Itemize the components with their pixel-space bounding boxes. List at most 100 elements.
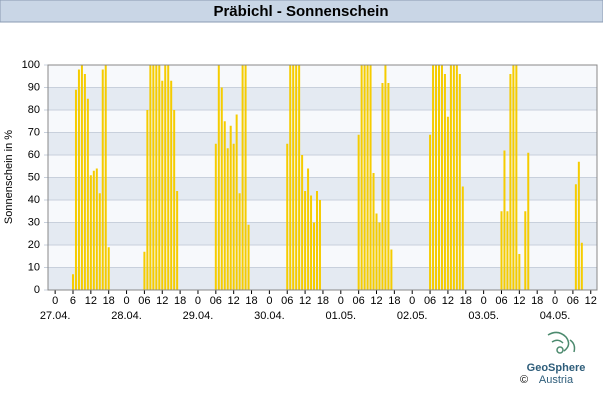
bar bbox=[232, 143, 235, 290]
bar bbox=[86, 98, 89, 290]
x-tick-label: 0 bbox=[123, 295, 129, 307]
bar bbox=[80, 65, 83, 290]
x-tick-label: 12 bbox=[442, 295, 454, 307]
day-label: 03.05. bbox=[468, 310, 499, 322]
x-tick-label: 12 bbox=[370, 295, 382, 307]
y-tick-label: 20 bbox=[28, 239, 40, 251]
y-tick-label: 60 bbox=[28, 149, 40, 161]
bar bbox=[515, 65, 518, 290]
x-tick-label: 0 bbox=[552, 295, 558, 307]
bar bbox=[173, 110, 176, 290]
day-label: 27.04. bbox=[40, 310, 71, 322]
bar bbox=[437, 65, 440, 290]
bar bbox=[229, 125, 232, 290]
x-tick-label: 6 bbox=[70, 295, 76, 307]
bar bbox=[217, 65, 220, 290]
bar bbox=[506, 211, 509, 290]
bar bbox=[298, 65, 301, 290]
bar bbox=[77, 69, 80, 290]
bar bbox=[455, 65, 458, 290]
grid-band bbox=[48, 110, 597, 133]
x-tick-label: 18 bbox=[103, 295, 115, 307]
bar bbox=[104, 65, 107, 290]
bar bbox=[363, 65, 366, 290]
bar bbox=[387, 83, 390, 290]
grid-band bbox=[48, 155, 597, 178]
bar bbox=[512, 65, 515, 290]
bar bbox=[167, 65, 170, 290]
bar bbox=[500, 211, 503, 290]
x-tick-label: 06 bbox=[281, 295, 293, 307]
bar bbox=[89, 175, 92, 290]
bar bbox=[318, 200, 321, 290]
bar bbox=[449, 65, 452, 290]
bar bbox=[220, 87, 223, 290]
x-tick-label: 0 bbox=[338, 295, 344, 307]
x-tick-label: 06 bbox=[138, 295, 150, 307]
bar bbox=[161, 80, 164, 290]
logo-sub: Austria bbox=[539, 374, 574, 386]
x-tick-label: 0 bbox=[52, 295, 58, 307]
day-label: 01.05. bbox=[326, 310, 357, 322]
bar bbox=[381, 83, 384, 290]
bar bbox=[524, 211, 527, 290]
bar bbox=[92, 170, 95, 290]
bar bbox=[235, 114, 238, 290]
y-axis-label: Sonnenschein in % bbox=[3, 130, 15, 224]
day-label: 28.04. bbox=[111, 310, 142, 322]
x-tick-label: 06 bbox=[495, 295, 507, 307]
bar bbox=[452, 65, 455, 290]
bar bbox=[238, 193, 241, 290]
bar bbox=[98, 193, 101, 290]
bar bbox=[223, 121, 226, 290]
bar bbox=[580, 242, 583, 290]
y-tick-label: 90 bbox=[28, 81, 40, 93]
x-tick-label: 18 bbox=[531, 295, 543, 307]
bar bbox=[152, 65, 155, 290]
grid-band bbox=[48, 245, 597, 268]
bar bbox=[372, 173, 375, 290]
x-tick-label: 06 bbox=[353, 295, 365, 307]
x-tick-label: 0 bbox=[481, 295, 487, 307]
bar bbox=[503, 150, 506, 290]
day-label: 29.04. bbox=[183, 310, 214, 322]
grid-band bbox=[48, 65, 597, 88]
bar bbox=[214, 143, 217, 290]
bar bbox=[95, 168, 98, 290]
bar bbox=[357, 134, 360, 290]
day-label: 30.04. bbox=[254, 310, 285, 322]
bar bbox=[375, 213, 378, 290]
bar bbox=[304, 191, 307, 290]
bar bbox=[390, 249, 393, 290]
grid-band bbox=[48, 132, 597, 155]
bar bbox=[360, 65, 363, 290]
bar bbox=[574, 184, 577, 290]
x-tick-label: 0 bbox=[409, 295, 415, 307]
bar bbox=[301, 155, 304, 290]
bar bbox=[366, 65, 369, 290]
bar bbox=[158, 65, 161, 290]
bar bbox=[286, 143, 289, 290]
x-tick-label: 18 bbox=[245, 295, 257, 307]
x-tick-label: 12 bbox=[513, 295, 525, 307]
bar bbox=[155, 65, 158, 290]
bar bbox=[527, 152, 530, 290]
bar bbox=[295, 65, 298, 290]
bar bbox=[378, 222, 381, 290]
bar bbox=[170, 80, 173, 290]
logo-name: GeoSphere bbox=[527, 362, 586, 374]
grid-band bbox=[48, 87, 597, 110]
bar bbox=[241, 65, 244, 290]
bar bbox=[143, 251, 146, 290]
y-tick-label: 40 bbox=[28, 194, 40, 206]
x-tick-label: 0 bbox=[195, 295, 201, 307]
grid-band bbox=[48, 200, 597, 223]
bar bbox=[164, 65, 167, 290]
bar bbox=[247, 224, 250, 290]
bar bbox=[101, 69, 104, 290]
x-tick-label: 12 bbox=[85, 295, 97, 307]
x-tick-label: 12 bbox=[585, 295, 597, 307]
bar bbox=[149, 65, 152, 290]
bar bbox=[440, 65, 443, 290]
bar bbox=[83, 74, 86, 290]
